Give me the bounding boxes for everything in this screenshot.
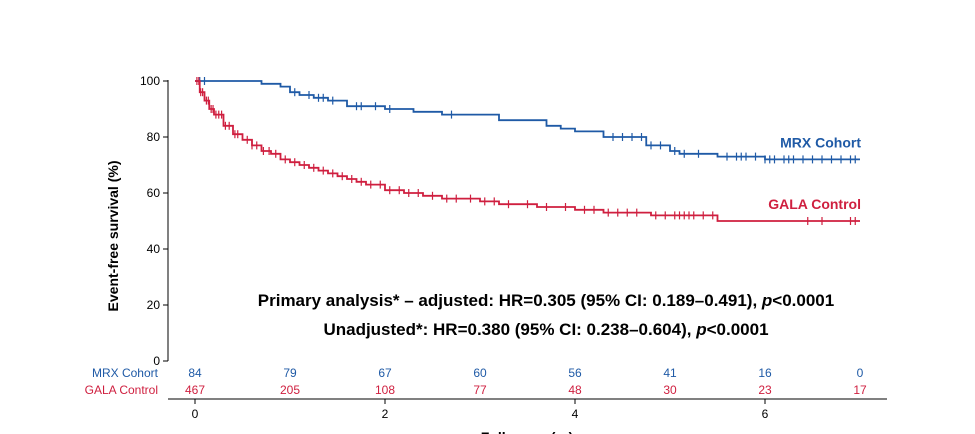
gala-control-risk-count: 205 [280,383,300,397]
mrx-cohort-risk-count: 79 [283,366,297,380]
x-tick-label: 4 [572,407,579,421]
mrx-cohort-risk-count: 84 [188,366,202,380]
mrx-cohort-risk-count: 56 [568,366,582,380]
hr-annotation: Unadjusted*: HR=0.380 (95% CI: 0.238–0.6… [323,320,768,339]
y-tick-label: 60 [147,186,161,200]
gala-control-risk-count: 108 [375,383,395,397]
gala-control-end-label: GALA Control [768,196,861,212]
mrx-cohort-risk-count: 16 [758,366,772,380]
mrx-cohort-curve [195,80,860,161]
mrx-cohort-end-label: MRX Cohort [780,134,861,150]
y-tick-label: 100 [140,74,160,88]
labels-layer: MRX Cohort GALA Control [768,134,861,212]
y-tick-label: 0 [153,354,160,368]
gala-control-risk-count: 77 [473,383,487,397]
gala-control-curve [195,80,860,222]
gala-control-risk-count: 30 [663,383,677,397]
x-tick-label: 6 [762,407,769,421]
mrx-cohort-risk-label: MRX Cohort [92,366,159,380]
mrx-cohort-risk-count: 41 [663,366,677,380]
mrx-cohort-risk-count: 0 [857,366,864,380]
x-tick-label: 0 [192,407,199,421]
gala-control-risk-count: 48 [568,383,582,397]
x-tick-label: 2 [382,407,389,421]
series-layer [195,77,860,225]
mrx-cohort-risk-count: 67 [378,366,392,380]
hr-annotation: Primary analysis* – adjusted: HR=0.305 (… [258,291,834,310]
y-tick-label: 80 [147,130,161,144]
gala-control-risk-label: GALA Control [85,383,158,397]
at-risk-table: MRX Cohort 84 79 67 60 56 41 16 0 GALA Control 467… [85,366,867,397]
gala-control-risk-count: 23 [758,383,772,397]
axes: 0 20 40 60 80 100 Event-free survival (%) 0 2 4 6 F… [105,74,887,434]
gala-control-risk-count: 467 [185,383,205,397]
x-axis-label: Follow-up (yr) [481,429,574,434]
mrx-cohort-risk-count: 60 [473,366,487,380]
y-tick-label: 20 [147,298,161,312]
y-tick-label: 40 [147,242,161,256]
gala-control-risk-count: 17 [853,383,867,397]
annotation-layer: Primary analysis* – adjusted: HR=0.305 (… [258,291,834,339]
y-axis-label: Event-free survival (%) [105,161,121,312]
